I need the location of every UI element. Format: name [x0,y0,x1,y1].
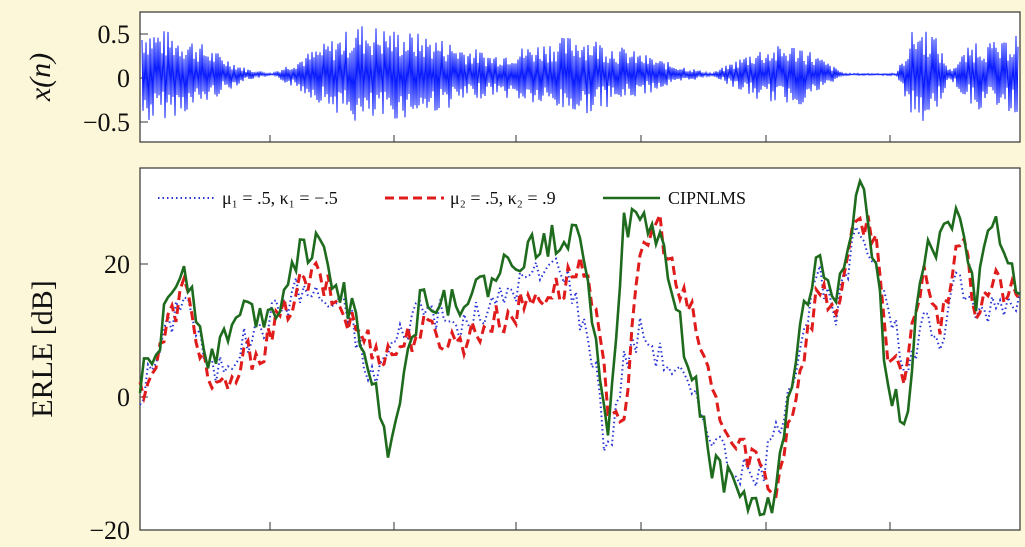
legend-label-cipnlms: CIPNLMS [668,188,746,208]
erle-ytick-label: −20 [89,516,130,545]
legend-label-mu1: μ₁ = .5, κ₁ = −.5 [222,188,338,208]
erle-ytick-label: 20 [104,250,130,279]
erle-series-cipnlms [138,177,1021,517]
legend: μ₁ = .5, κ₁ = −.5 μ₂ = .5, κ₂ = .9 CIPNL… [158,188,746,208]
legend-label-mu2: μ₂ = .5, κ₂ = .9 [450,188,556,208]
signal-ytick-label: 0 [117,64,130,93]
erle-plot-area [139,167,1021,531]
signal-ytick-label: −0.5 [83,108,130,137]
signal-ylabel: x(n) [24,53,57,102]
signal-ticks [140,33,891,142]
signal-subplot: 0.5 0 −0.5 x(n) [24,11,1021,143]
signal-waveform [141,26,1019,121]
erle-ytick-label: 0 [117,383,130,412]
erle-ylabel: ERLE [dB] [26,280,59,417]
erle-ticks [140,263,891,531]
erle-subplot: 20 0 −20 ERLE [dB] μ₁ = .5, κ₁ = −.5 μ₂ … [26,167,1022,545]
erle-series-mu2 [138,209,1022,499]
erle-series-mu1 [139,224,1021,490]
signal-ytick-label: 0.5 [98,20,131,49]
